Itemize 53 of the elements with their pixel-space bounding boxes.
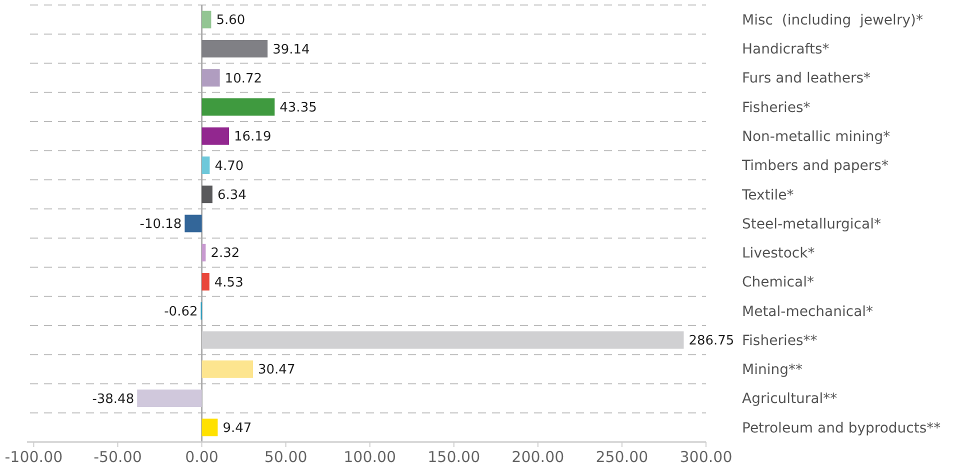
bar [202,273,210,291]
data-label: 16.19 [234,130,272,145]
bar [202,98,275,116]
data-label: 30.47 [258,362,296,378]
data-label: -0.62 [164,304,198,320]
x-tick-label: -50.00 [94,448,142,466]
y-tick-label: Furs and leathers* [742,70,871,87]
data-label: 4.53 [214,275,244,290]
y-tick-label: Timbers and papers* [741,158,888,174]
data-label: 2.32 [210,246,240,262]
y-tick-label: Agricultural** [742,391,838,408]
y-tick-label: Livestock* [742,246,815,262]
x-tick-label: 200.00 [512,448,564,466]
data-label: 9.47 [222,420,252,436]
y-tick-label: Petroleum and byproducts** [742,420,941,436]
bar [202,186,212,204]
data-label: 6.34 [217,188,246,203]
y-tick-label: Chemical* [742,274,814,291]
bar [202,331,684,349]
data-label: 43.35 [280,100,317,116]
bar [202,156,210,174]
x-tick-label: 100.00 [344,448,396,466]
data-label: 4.70 [214,158,244,174]
y-tick-label: Fisheries** [742,332,818,349]
x-tick-label: 300.00 [680,448,732,466]
data-label: 5.60 [216,13,246,28]
y-tick-label: Mining** [742,362,802,378]
bar [202,40,268,58]
bar [202,127,229,145]
y-tick-label: Handicrafts* [742,42,830,58]
bar [202,244,206,262]
bar [202,418,218,436]
bar [202,10,212,28]
y-tick-label: Misc (including jewelry)* [742,12,923,28]
data-label: -38.48 [92,392,134,407]
x-tick-label: 150.00 [428,448,480,466]
y-tick-label: Steel-metallurgical* [742,216,881,232]
bar [137,390,202,408]
y-tick-label: Metal-mechanical* [742,304,874,320]
data-label: 10.72 [224,71,262,86]
bar [184,214,202,232]
data-label: 39.14 [272,42,310,58]
x-tick-label: 0.00 [185,448,218,466]
x-tick-label: -100.00 [4,448,63,466]
bar [202,69,220,87]
bar [202,360,254,378]
y-tick-label: Fisheries* [742,100,810,116]
data-label: -10.18 [140,217,182,232]
y-tick-label: Non-metallic mining* [742,129,890,145]
y-tick-label: Textile* [741,187,794,204]
x-tick-label: 250.00 [596,448,648,466]
data-label: 286.75 [688,334,734,349]
x-tick-label: 50.00 [264,448,308,466]
